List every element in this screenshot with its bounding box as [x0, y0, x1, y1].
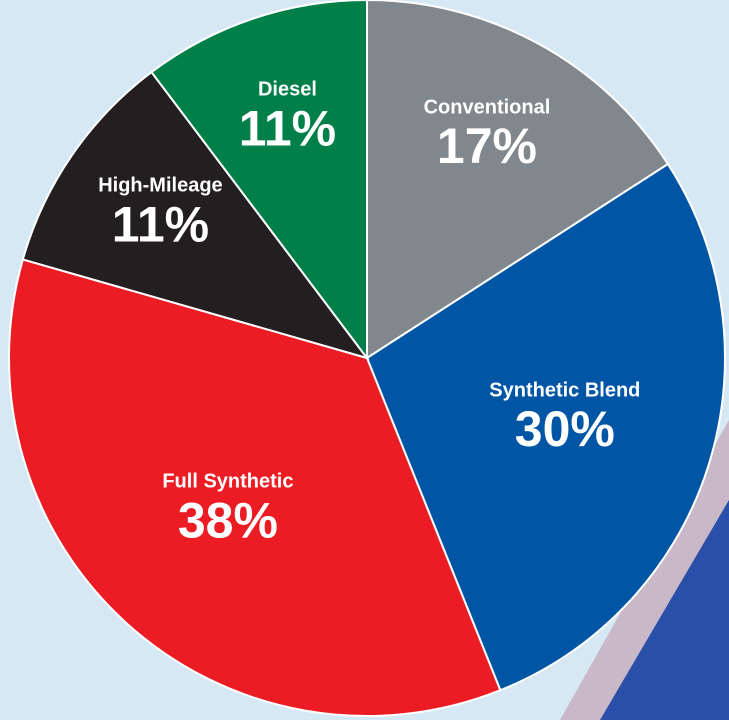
pie	[8, 0, 726, 717]
pie-slice	[21, 70, 370, 360]
pie-slice	[366, 0, 670, 360]
slice-value-label: 30%	[515, 401, 615, 457]
slice-name: Diesel	[258, 79, 317, 101]
slice-name: High-Mileage	[98, 174, 222, 196]
slice-name: Conventional	[424, 96, 551, 118]
pie-slice	[365, 162, 726, 692]
slice-value-label: 38%	[178, 492, 278, 548]
slice-value-label: 11%	[112, 196, 209, 252]
pie-slice	[150, 0, 368, 361]
slice-name: Synthetic Blend	[489, 379, 640, 401]
slice-value-label: 11%	[239, 101, 336, 157]
slice-value-label: 17%	[437, 118, 537, 174]
pie-slice	[8, 258, 502, 717]
slice-name: Full Synthetic	[162, 470, 293, 492]
background-photo	[600, 500, 729, 720]
